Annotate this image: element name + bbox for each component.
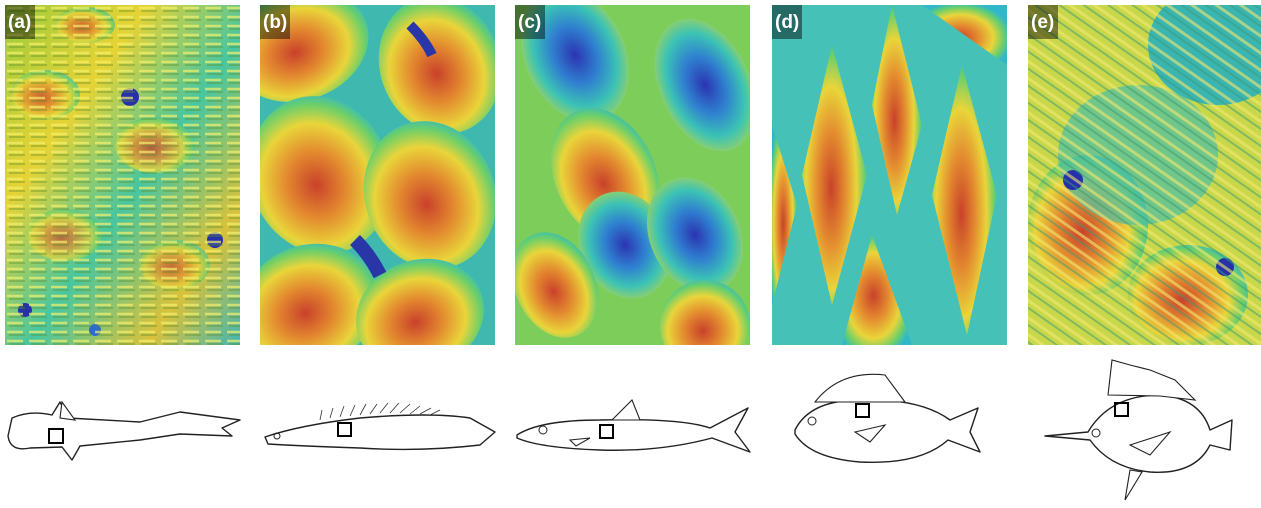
panel-c: (c)	[496, 0, 776, 385]
figure: (a) (b) (c) (d)	[0, 0, 1261, 508]
panel-b: (b)	[215, 0, 520, 389]
panel-a: (a)	[5, 5, 240, 345]
fish-butterfly	[1045, 360, 1232, 500]
fish-perch	[795, 374, 980, 462]
panel-d: (d)	[772, 5, 1007, 345]
panel-e: (e)	[1028, 0, 1261, 345]
fish-eel	[265, 403, 495, 449]
fish-slender	[517, 400, 750, 452]
panel-label: (d)	[775, 12, 799, 33]
panel-label: (b)	[263, 12, 287, 33]
panel-label: (e)	[1031, 12, 1054, 33]
panel-label: (c)	[518, 12, 541, 33]
fish-hammerhead	[8, 402, 240, 460]
panel-label: (a)	[8, 12, 31, 33]
